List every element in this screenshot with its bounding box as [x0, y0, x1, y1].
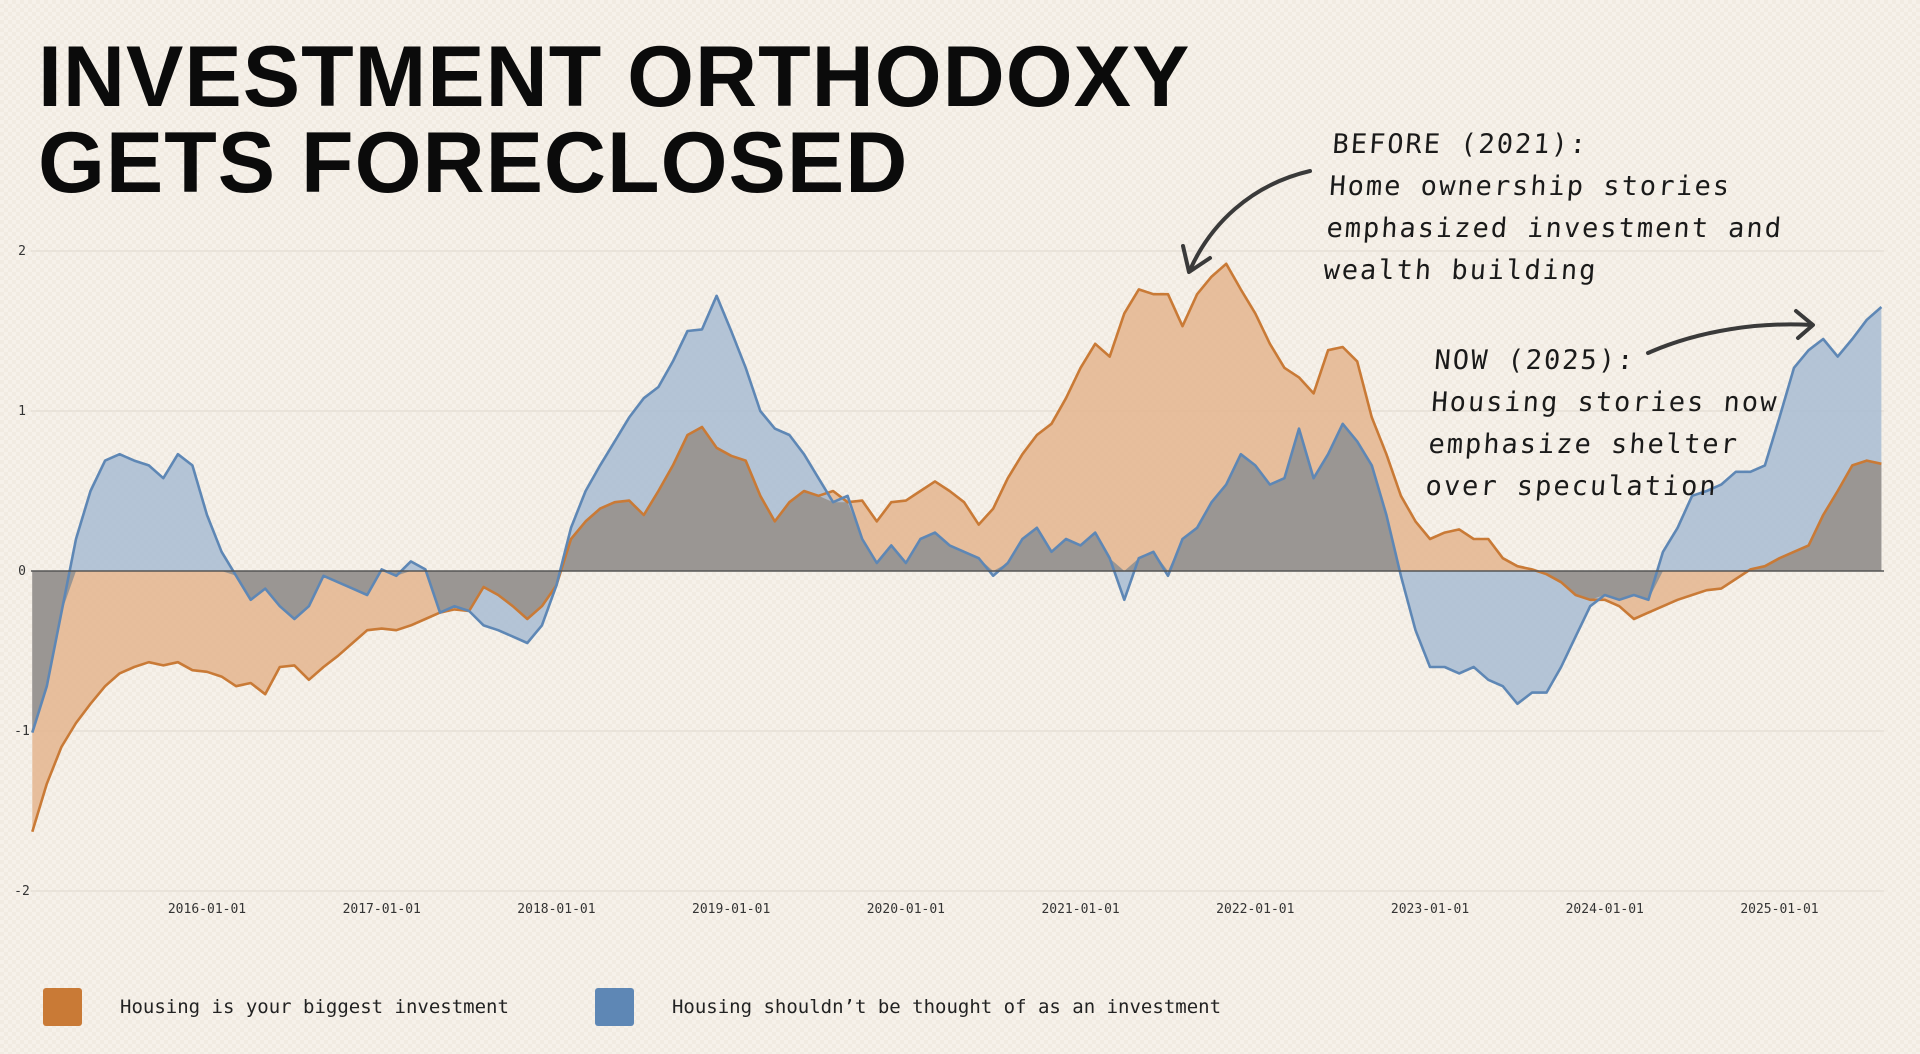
- page-title: INVESTMENT ORTHODOXY GETS FORECLOSED: [38, 34, 1190, 206]
- legend-item-not-investment: Housing shouldn’t be thought of as an in…: [594, 988, 1222, 1026]
- now-arrow-icon: [1646, 322, 1814, 355]
- annotation-before: BEFORE (2021): Home ownership stories emp…: [1322, 124, 1790, 292]
- y-tick-label: -2: [14, 884, 30, 899]
- x-tick-label: 2017-01-01: [343, 902, 421, 917]
- annotation-before-body: Home ownership stories emphasized invest…: [1322, 171, 1785, 286]
- annotation-now-heading: NOW (2025):: [1433, 345, 1637, 376]
- legend-item-investment: Housing is your biggest investment: [43, 988, 509, 1026]
- before-arrow-icon: [1188, 169, 1312, 272]
- x-tick-label: 2019-01-01: [692, 902, 770, 917]
- axes: 2 1 0 -1 -2 2016-01-01 2017-01-01 2018-01-01 201…: [14, 244, 1884, 917]
- line-series-1: [31, 262, 1882, 833]
- x-tick-label: 2016-01-01: [168, 902, 246, 917]
- x-tick-label: 2023-01-01: [1391, 902, 1469, 917]
- area-series-2: [32, 295, 1882, 733]
- annotation-now-body: Housing stories now emphasize shelter ov…: [1424, 387, 1780, 502]
- y-tick-label: -1: [14, 724, 30, 739]
- legend-swatch-orange: [43, 988, 82, 1026]
- x-tick-label: 2024-01-01: [1566, 902, 1644, 917]
- lines: [31, 262, 1883, 833]
- y-tick-label: 2: [18, 244, 26, 259]
- x-tick-label: 2021-01-01: [1041, 902, 1119, 917]
- legend: Housing is your biggest investment Housi…: [43, 988, 1307, 1026]
- before-arrow-head-icon: [1181, 244, 1212, 274]
- grid: [31, 250, 1884, 892]
- x-tick-label: 2018-01-01: [517, 902, 595, 917]
- legend-label: Housing is your biggest investment: [120, 996, 509, 1018]
- title-line-2: GETS FORECLOSED: [38, 115, 909, 211]
- annotation-now: NOW (2025): Housing stories now emphasize…: [1424, 340, 1783, 508]
- x-tick-label: 2025-01-01: [1740, 902, 1818, 917]
- x-tick-label: 2022-01-01: [1216, 902, 1294, 917]
- x-tick-label: 2020-01-01: [867, 902, 945, 917]
- title-line-1: INVESTMENT ORTHODOXY: [38, 29, 1191, 125]
- y-tick-label: 1: [18, 404, 26, 419]
- annotation-before-heading: BEFORE (2021):: [1331, 129, 1590, 160]
- y-tick-label: 0: [18, 564, 26, 579]
- legend-label: Housing shouldn’t be thought of as an in…: [671, 996, 1222, 1018]
- line-series-2: [31, 294, 1883, 733]
- legend-swatch-blue: [594, 988, 634, 1026]
- now-arrow-head-icon: [1794, 309, 1815, 340]
